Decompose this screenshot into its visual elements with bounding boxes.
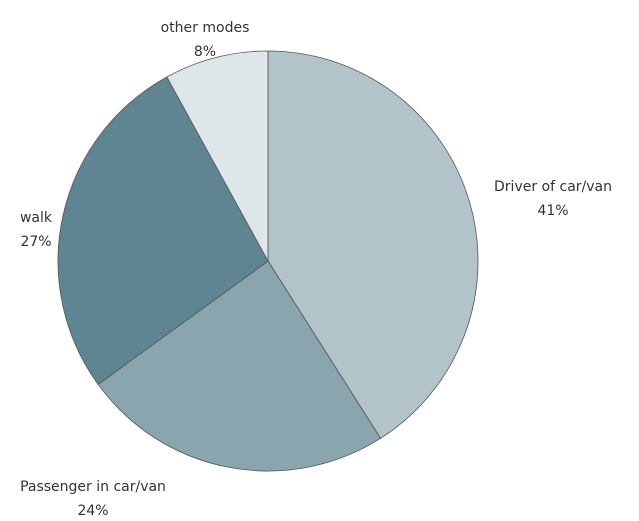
- pie-slice: [166, 50, 269, 262]
- slice-label: Passenger in car/van: [20, 479, 166, 495]
- pie-slice: [57, 76, 269, 385]
- slice-value-label: 8%: [194, 44, 216, 60]
- slice-value-label: 24%: [77, 503, 108, 517]
- slice-value-label: 27%: [20, 234, 51, 250]
- slice-label: walk: [20, 210, 53, 226]
- pie-slice: [97, 260, 382, 472]
- pie-slice: [267, 50, 479, 439]
- slice-label: Driver of car/van: [494, 179, 612, 195]
- slice-label: other modes: [161, 20, 250, 36]
- slice-value-label: 41%: [537, 203, 568, 219]
